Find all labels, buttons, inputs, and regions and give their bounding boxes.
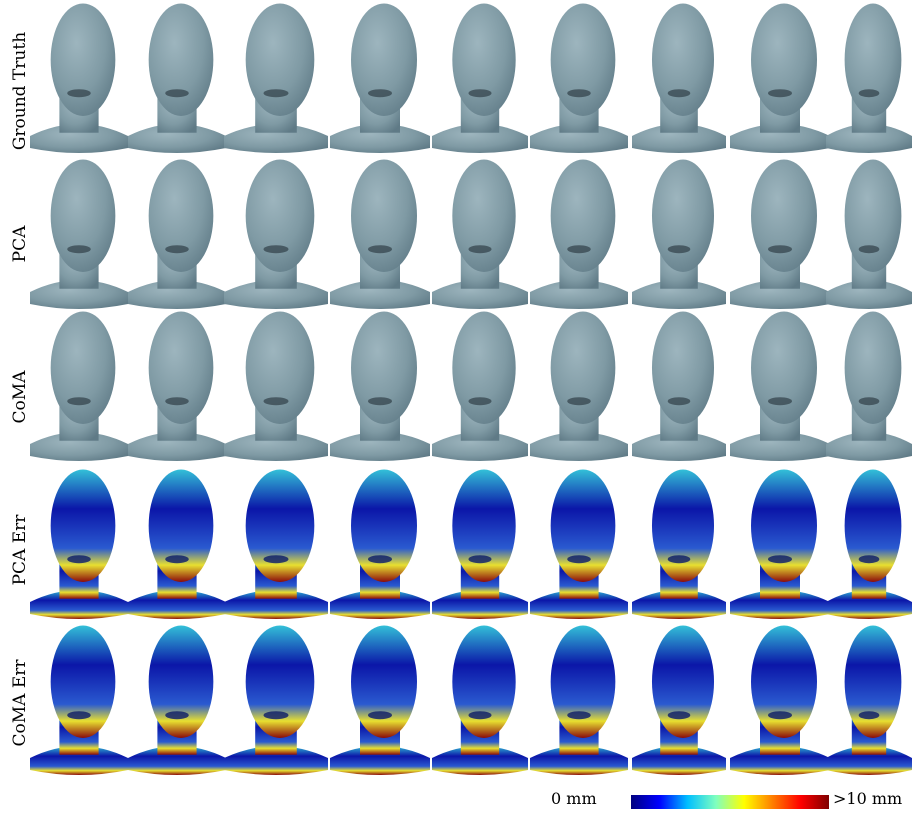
head-ground-truth-3 [224,3,328,153]
head-pca-err-3 [224,469,328,619]
head-coma-err-5 [432,625,528,775]
head-ground-truth-5 [432,3,528,153]
head-coma-err-3 [224,625,328,775]
head-coma-3 [224,311,328,461]
head-ground-truth-8 [730,3,830,153]
head-coma-err-4 [330,625,430,775]
colorbar-max-label: >10 mm [833,789,903,808]
head-coma-5 [432,311,528,461]
head-pca-4 [330,159,430,309]
head-ground-truth-4 [330,3,430,153]
head-coma-2 [128,311,226,461]
colorbar-gradient [631,795,829,809]
head-coma-4 [330,311,430,461]
head-pca-err-8 [730,469,830,619]
head-pca-3 [224,159,328,309]
head-coma-err-2 [128,625,226,775]
head-ground-truth-6 [530,3,628,153]
head-pca-err-2 [128,469,226,619]
head-ground-truth-7 [632,3,726,153]
head-coma-err-6 [530,625,628,775]
head-coma-err-7 [632,625,726,775]
head-coma-7 [632,311,726,461]
head-pca-1 [30,159,128,309]
head-coma-8 [730,311,830,461]
head-pca-9 [826,159,912,309]
head-pca-7 [632,159,726,309]
head-pca-err-9 [826,469,912,619]
head-pca-err-4 [330,469,430,619]
colorbar-min-label: 0 mm [551,789,597,808]
colorbar: 0 mm >10 mm [0,786,913,814]
head-coma-err-8 [730,625,830,775]
head-coma-1 [30,311,128,461]
head-coma-err-9 [826,625,912,775]
head-pca-2 [128,159,226,309]
head-coma-err-1 [30,625,128,775]
head-pca-err-1 [30,469,128,619]
head-pca-err-5 [432,469,528,619]
head-ground-truth-9 [826,3,912,153]
head-ground-truth-2 [128,3,226,153]
head-pca-6 [530,159,628,309]
head-ground-truth-1 [30,3,128,153]
head-pca-err-7 [632,469,726,619]
head-pca-5 [432,159,528,309]
head-pca-err-6 [530,469,628,619]
head-coma-6 [530,311,628,461]
head-pca-8 [730,159,830,309]
head-coma-9 [826,311,912,461]
